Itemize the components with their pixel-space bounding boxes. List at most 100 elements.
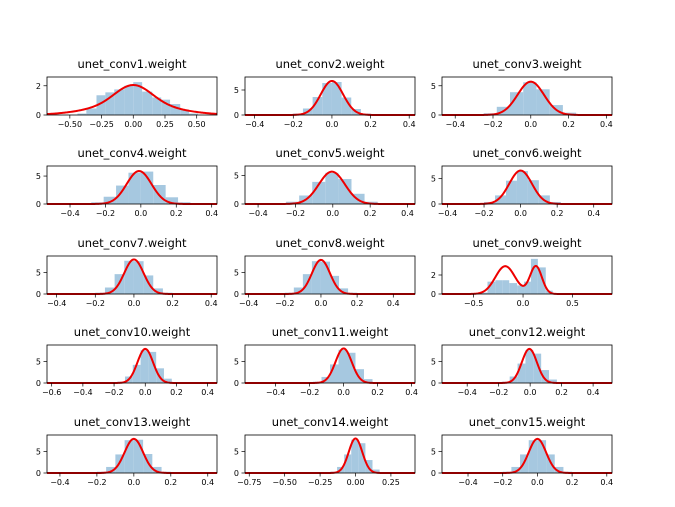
x-tick-label: 0.4 <box>201 388 214 397</box>
x-tick-label: −0.4 <box>446 120 465 129</box>
subplot-15: −0.4 −0.2 0.0 0.2 0.4 0 5 unet_conv15.weight <box>431 415 613 487</box>
x-tick-label: −0.2 <box>96 209 115 218</box>
y-tick-label: 5 <box>36 172 41 181</box>
subplot-title: unet_conv6.weight <box>472 146 582 160</box>
y-tick-label: 5 <box>234 268 239 277</box>
hist-bar <box>524 281 531 294</box>
hist-bar <box>509 283 518 294</box>
hist-bar <box>148 351 157 383</box>
hist-bar <box>533 353 542 383</box>
x-tick-label: 0.0 <box>127 478 140 487</box>
axes-frame <box>244 165 416 205</box>
hist-bar <box>116 185 129 204</box>
y-tick-label: 2 <box>36 82 41 91</box>
hist-bar <box>502 280 510 294</box>
hist-bar <box>103 196 117 204</box>
y-tick-label: 5 <box>431 357 436 366</box>
x-tick-label: 0.0 <box>517 299 530 308</box>
subplot-title: unet_conv9.weight <box>472 236 582 250</box>
x-tick-label: 0.0 <box>326 120 339 129</box>
subplot-7: −0.4 −0.2 0.0 0.2 0.4 0 5 unet_conv7.weight <box>36 236 218 308</box>
x-tick-label: −0.2 <box>493 478 512 487</box>
subplot-5: −0.4 −0.2 0.0 0.2 0.4 0 5 unet_conv5.weight <box>234 146 416 218</box>
y-tick-label: 0 <box>36 111 41 120</box>
axes-frame <box>244 255 416 295</box>
hist-bar <box>163 378 172 383</box>
hist-bar <box>351 439 359 473</box>
hist-bar <box>161 99 171 115</box>
x-tick-label: −0.75 <box>237 478 262 487</box>
subplot-title: unet_conv11.weight <box>272 325 389 339</box>
y-tick-label: 5 <box>431 82 436 91</box>
y-tick-label: 0 <box>234 200 239 209</box>
x-tick-label: −0.4 <box>248 209 267 218</box>
axes-frame <box>46 165 218 205</box>
x-tick-label: −0.4 <box>60 209 79 218</box>
hist-bar <box>537 267 546 294</box>
hist-bar <box>105 92 115 115</box>
y-tick-label: 0 <box>431 290 436 299</box>
y-tick-label: 5 <box>431 175 436 184</box>
subplot-6: −0.4 −0.2 0.0 0.2 0.4 0 5 unet_conv6.weight <box>431 146 613 218</box>
hist-bar <box>517 285 525 294</box>
hist-bar <box>495 195 506 204</box>
x-tick-label: 0.2 <box>371 388 384 397</box>
x-tick-label: 0.0 <box>128 299 141 308</box>
subplot-title: unet_conv5.weight <box>275 146 385 160</box>
subplot-title: unet_conv7.weight <box>77 236 187 250</box>
y-tick-label: 0 <box>36 200 41 209</box>
hist-bar <box>132 364 141 383</box>
kde-line <box>244 437 416 474</box>
x-tick-label: 0.0 <box>337 388 350 397</box>
x-tick-label: −0.25 <box>308 478 333 487</box>
y-tick-label: 5 <box>36 447 41 456</box>
hist-bar <box>133 439 144 473</box>
x-tick-label: 0.2 <box>566 478 579 487</box>
axes-frame <box>46 434 218 474</box>
y-tick-label: 5 <box>234 447 239 456</box>
x-tick-label: 0.0 <box>524 120 537 129</box>
subplot-13: −0.4 −0.2 0.0 0.2 0.4 0 5 unet_conv13.weight <box>36 415 218 487</box>
kde-line <box>46 84 218 116</box>
hist-bar <box>142 91 153 115</box>
hist-bar <box>96 95 106 115</box>
hist-bar <box>77 113 87 115</box>
x-tick-label: 0.4 <box>403 120 416 129</box>
x-tick-label: −0.2 <box>300 388 319 397</box>
x-tick-label: 0.0 <box>524 388 537 397</box>
subplot-title: unet_conv4.weight <box>77 146 187 160</box>
hist-bar <box>511 466 521 473</box>
hist-bar <box>124 440 134 473</box>
x-tick-label: 0.0 <box>134 209 147 218</box>
hist-bar <box>140 350 149 383</box>
x-tick-label: 0.25 <box>382 478 400 487</box>
x-tick-label: −0.2 <box>489 388 508 397</box>
x-tick-label: −0.25 <box>89 120 114 129</box>
y-tick-label: 0 <box>431 469 436 478</box>
subplot-title: unet_conv1.weight <box>77 57 187 71</box>
y-tick-label: 0 <box>234 379 239 388</box>
hist-bar <box>530 258 538 294</box>
x-tick-label: 0.2 <box>562 120 575 129</box>
y-tick-label: 2 <box>431 271 436 280</box>
x-tick-label: −0.50 <box>58 120 83 129</box>
x-tick-label: −0.6 <box>42 388 61 397</box>
x-tick-label: 0.2 <box>351 299 364 308</box>
subplot-title: unet_conv14.weight <box>272 415 389 429</box>
hist-bar <box>133 261 144 294</box>
axes-frame <box>244 344 416 384</box>
hist-bar <box>293 287 303 294</box>
x-tick-label: −0.4 <box>266 388 285 397</box>
hist-bar <box>516 171 528 204</box>
x-tick-label: −0.2 <box>474 209 493 218</box>
hist-bar <box>358 443 366 473</box>
subplot-4: −0.4 −0.2 0.0 0.2 0.4 0 5 unet_conv4.weight <box>36 146 218 218</box>
hist-bar <box>338 179 352 204</box>
axes-frame <box>244 76 416 116</box>
hist-bar <box>106 466 116 473</box>
x-tick-label: −0.4 <box>245 120 264 129</box>
hist-bar <box>128 172 141 204</box>
hist-bar <box>495 280 503 294</box>
x-tick-label: 0.2 <box>364 209 377 218</box>
